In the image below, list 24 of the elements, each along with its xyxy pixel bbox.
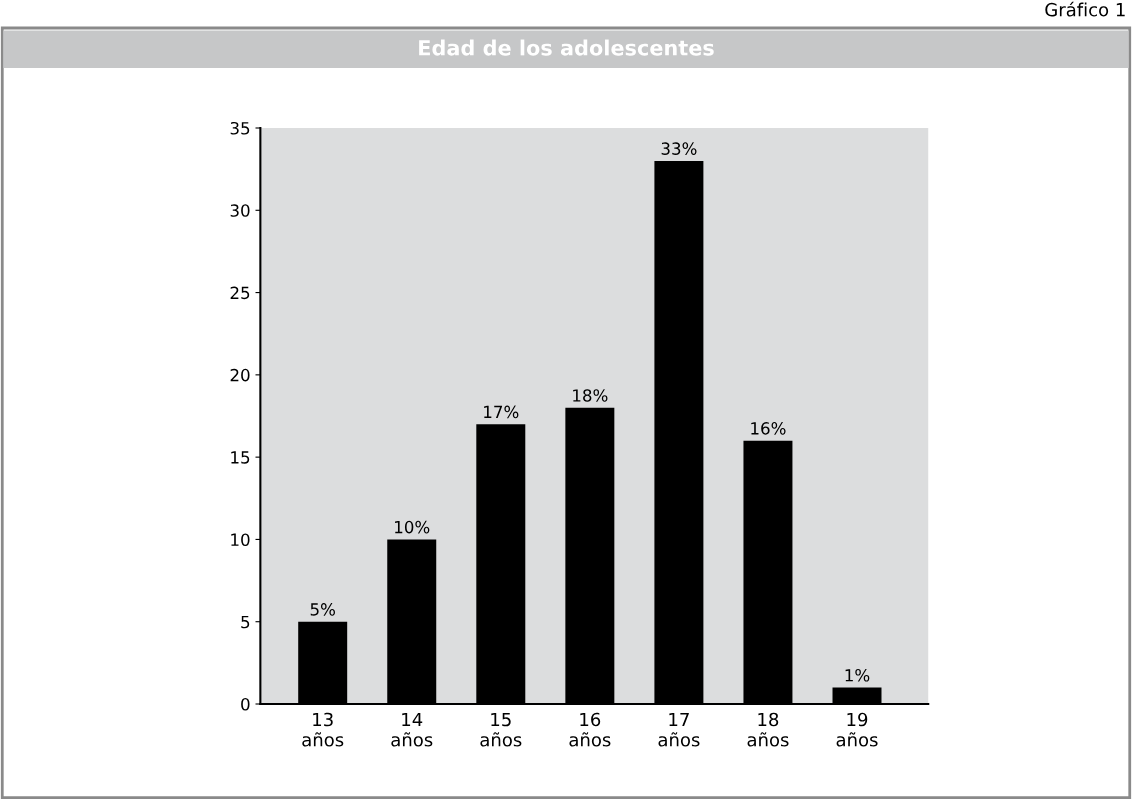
y-tick-label: 15 <box>231 451 250 464</box>
y-tick-label: 10 <box>231 533 250 546</box>
y-tick-label: 35 <box>230 121 250 135</box>
text: Gráfico 1 <box>1045 1 1125 17</box>
x-tick-label: 15 años <box>480 712 522 747</box>
data-label: 10% <box>395 520 430 534</box>
x-tick-label: 17 años <box>658 712 700 747</box>
data-label: 17% <box>484 405 519 419</box>
x-tick-label: 19 años <box>836 712 878 747</box>
x-tick-label: 16 años <box>569 712 611 747</box>
data-label: 33% <box>661 142 697 155</box>
y-tick-label: 0 <box>241 697 250 711</box>
x-tick-label: 18 años <box>747 712 789 747</box>
data-label: 1% <box>845 668 870 682</box>
y-tick-label: 5 <box>241 615 250 629</box>
chart-title: Edad de los adolescentes <box>419 39 714 56</box>
data-label: 5% <box>310 603 335 616</box>
y-tick-label: 30 <box>230 204 250 217</box>
x-tick-label: 14 años <box>391 712 433 747</box>
y-tick-label: 20 <box>230 368 250 382</box>
x-tick-label: 13 años <box>302 712 344 747</box>
y-tick-label: 25 <box>230 286 250 300</box>
data-label: 16% <box>751 422 786 435</box>
data-label: 18% <box>573 389 608 402</box>
